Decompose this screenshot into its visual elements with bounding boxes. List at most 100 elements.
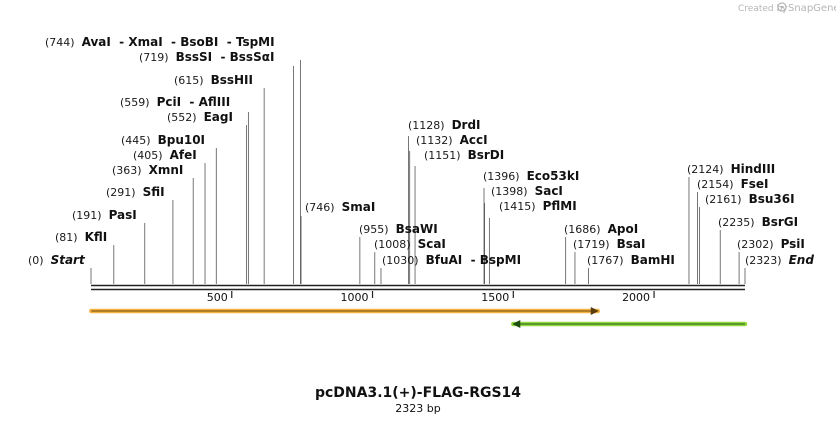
site-label-pasi[interactable]: (191) PasI [72, 208, 137, 222]
site-label-bsrdi[interactable]: (1151) BsrDI [424, 148, 504, 162]
site-label-bsshii[interactable]: (615) BssHII [174, 73, 253, 87]
enzyme-name-bsrgi: BsrGI [762, 215, 799, 229]
credit-text: Created by [738, 4, 788, 14]
enzyme-name-scai: ScaI [418, 237, 446, 251]
arrow-head-icon [590, 307, 599, 315]
site-label-xmni[interactable]: (363) XmnI [112, 163, 183, 177]
feature-arrow-reverse[interactable] [511, 320, 748, 328]
feature-arrows [89, 307, 748, 328]
site-label-bpu10i[interactable]: (445) Bpu10I [121, 133, 205, 147]
name-separator: - [181, 95, 199, 109]
site-position: (746) [305, 201, 342, 214]
site-label-sfii[interactable]: (291) SfiI [106, 185, 165, 199]
site-position: (191) [72, 209, 109, 222]
restriction-site-labels: (744) AvaI - XmaI - BsoBI - TspMI(719) B… [28, 35, 814, 267]
tick-label-500: 500 [207, 291, 228, 304]
plasmid-name: pcDNA3.1(+)-FLAG-RGS14 [315, 385, 521, 401]
enzyme-name-xmai: XmaI [128, 35, 162, 49]
enzyme-name-fsei: FseI [741, 177, 769, 191]
site-position: (1128) [408, 119, 452, 132]
site-label-bsai[interactable]: (1719) BsaI [573, 237, 645, 251]
arrow-head-icon [512, 320, 521, 328]
site-position: (1396) [483, 170, 527, 183]
tick-label-2000: 2000 [622, 291, 650, 304]
enzyme-name-afei: AfeI [170, 148, 197, 162]
site-position: (559) [120, 96, 157, 109]
enzyme-name-pasi: PasI [109, 208, 137, 222]
site-label-scai[interactable]: (1008) ScaI [374, 237, 446, 251]
site-label-smai[interactable]: (746) SmaI [305, 200, 375, 214]
enzyme-name-bsrdi: BsrDI [468, 148, 505, 162]
ruler-ticks: 500 1000 1500 2000 [207, 291, 655, 304]
enzyme-name-bsssi: BssSI [176, 50, 213, 64]
enzyme-name-tspmi: TspMI [236, 35, 275, 49]
enzyme-name-start: Start [51, 253, 86, 267]
site-label-kfli[interactable]: (81) KflI [55, 230, 107, 244]
enzyme-name-smai: SmaI [342, 200, 376, 214]
enzyme-name-bamhi: BamHI [631, 253, 675, 267]
enzyme-name-eco53ki: Eco53kI [527, 169, 580, 183]
site-label-eco53ki[interactable]: (1396) Eco53kI [483, 169, 579, 183]
site-position: (955) [359, 223, 396, 236]
site-label-pflmi[interactable]: (1415) PflMI [499, 199, 577, 213]
site-position: (0) [28, 254, 51, 267]
site-position: (1151) [424, 149, 468, 162]
enzyme-name-pflmi: PflMI [543, 199, 577, 213]
name-separator: - [111, 35, 129, 49]
site-position: (1686) [564, 223, 608, 236]
site-position: (2302) [737, 238, 781, 251]
site-position: (2124) [687, 163, 731, 176]
site-label-bsssi-bsss-i[interactable]: (719) BssSI - BssSαI [139, 50, 274, 64]
site-label-acci[interactable]: (1132) AccI [416, 133, 488, 147]
site-position: (744) [45, 36, 82, 49]
site-label-bsu36i[interactable]: (2161) Bsu36I [705, 192, 795, 206]
site-label-avai-xmai-bsobi-tspmi[interactable]: (744) AvaI - XmaI - BsoBI - TspMI [45, 35, 275, 49]
site-label-end[interactable]: (2323) End [745, 253, 814, 267]
site-position: (719) [139, 51, 176, 64]
site-label-pcii-afliii[interactable]: (559) PciI - AflIII [120, 95, 230, 109]
site-label-fsei[interactable]: (2154) FseI [697, 177, 769, 191]
site-position: (615) [174, 74, 211, 87]
site-position: (405) [133, 149, 170, 162]
site-label-bfuai-bspmi[interactable]: (1030) BfuAI - BspMI [382, 253, 521, 267]
site-label-bamhi[interactable]: (1767) BamHI [587, 253, 675, 267]
site-position: (363) [112, 164, 149, 177]
site-label-apoi[interactable]: (1686) ApoI [564, 222, 638, 236]
enzyme-name-bfuai: BfuAI [426, 253, 463, 267]
site-position: (1030) [382, 254, 426, 267]
name-separator: - [462, 253, 480, 267]
site-label-drdi[interactable]: (1128) DrdI [408, 118, 481, 132]
site-label-hindiii[interactable]: (2124) HindIII [687, 162, 775, 176]
site-position: (291) [106, 186, 143, 199]
site-position: (2161) [705, 193, 749, 206]
site-position: (81) [55, 231, 85, 244]
name-separator: - [163, 35, 181, 49]
site-position: (2235) [718, 216, 762, 229]
tick-label-1500: 1500 [481, 291, 509, 304]
enzyme-name-drdi: DrdI [452, 118, 481, 132]
site-label-start[interactable]: (0) Start [28, 253, 86, 267]
site-position: (1719) [573, 238, 617, 251]
enzyme-name-bsu36i: Bsu36I [749, 192, 795, 206]
site-label-eagi[interactable]: (552) EagI [167, 110, 233, 124]
feature-arrow-forward[interactable] [89, 307, 601, 315]
enzyme-name-afliii: AflIII [199, 95, 231, 109]
site-label-psii[interactable]: (2302) PsiI [737, 237, 805, 251]
enzyme-name-bsawi: BsaWI [396, 222, 438, 236]
site-label-afei[interactable]: (405) AfeI [133, 148, 197, 162]
enzyme-name-bsshii: BssHII [211, 73, 253, 87]
site-position: (2154) [697, 178, 741, 191]
enzyme-name-apoi: ApoI [608, 222, 639, 236]
enzyme-name-acci: AccI [460, 133, 488, 147]
site-position: (445) [121, 134, 158, 147]
site-leader-lines [90, 60, 746, 284]
site-label-saci[interactable]: (1398) SacI [491, 184, 563, 198]
site-label-bsrgi[interactable]: (2235) BsrGI [718, 215, 798, 229]
name-separator: - [218, 35, 236, 49]
site-label-bsawi[interactable]: (955) BsaWI [359, 222, 438, 236]
enzyme-name-saci: SacI [535, 184, 563, 198]
site-position: (1767) [587, 254, 631, 267]
site-position: (2323) [745, 254, 789, 267]
enzyme-name-xmni: XmnI [149, 163, 184, 177]
